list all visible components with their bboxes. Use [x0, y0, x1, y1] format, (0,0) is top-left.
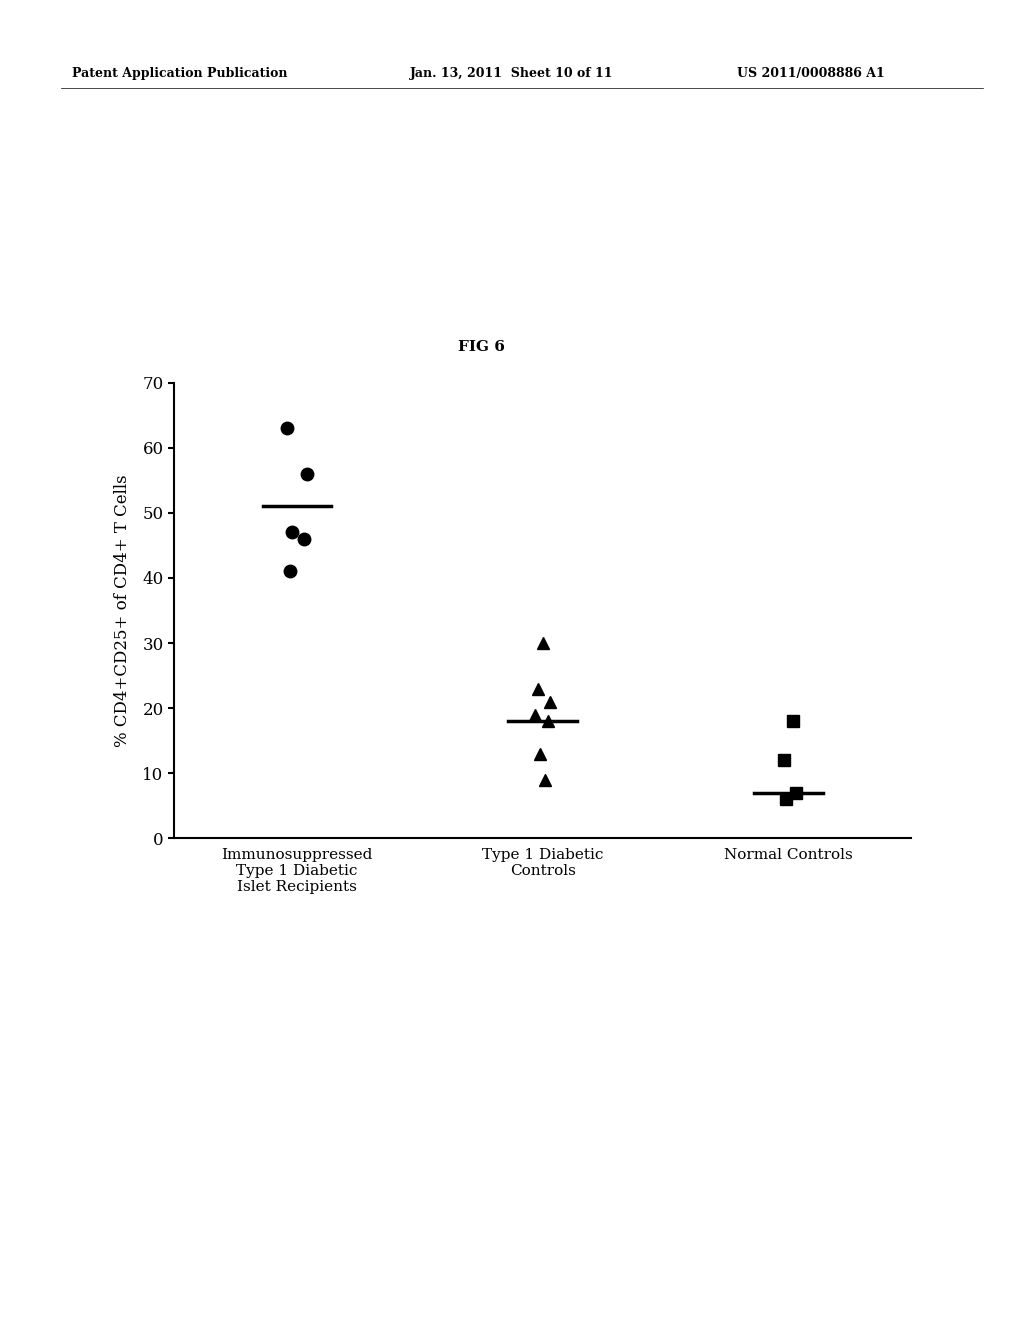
Text: Jan. 13, 2011  Sheet 10 of 11: Jan. 13, 2011 Sheet 10 of 11: [410, 67, 613, 81]
Y-axis label: % CD4+CD25+ of CD4+ T Cells: % CD4+CD25+ of CD4+ T Cells: [115, 474, 131, 747]
Text: US 2011/0008886 A1: US 2011/0008886 A1: [737, 67, 885, 81]
Text: FIG 6: FIG 6: [458, 339, 505, 354]
Text: Patent Application Publication: Patent Application Publication: [72, 67, 287, 81]
